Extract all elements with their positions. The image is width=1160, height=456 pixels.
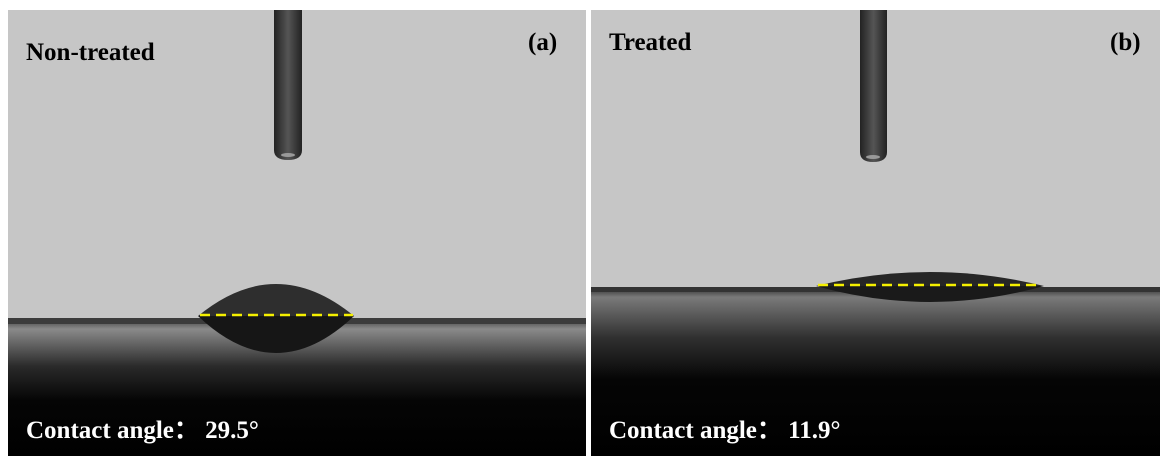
needle xyxy=(274,10,302,160)
panel-tag: (a) xyxy=(528,29,557,56)
needle xyxy=(860,10,887,162)
panel-b: Treated (b) Contact angle： 11.9° xyxy=(591,10,1160,456)
caption: Contact angle： 29.5° xyxy=(26,417,259,444)
figure: Non-treated (a) Contact angle： 29.5° Tre… xyxy=(0,0,1160,456)
panel-label: Treated xyxy=(609,29,691,56)
caption: Contact angle： 11.9° xyxy=(609,417,841,444)
panel-tag: (b) xyxy=(1110,29,1141,56)
panel-a: Non-treated (a) Contact angle： 29.5° xyxy=(8,10,586,456)
needle-tip xyxy=(866,155,880,159)
needle-tip xyxy=(281,153,295,157)
panel-label: Non-treated xyxy=(26,39,155,66)
